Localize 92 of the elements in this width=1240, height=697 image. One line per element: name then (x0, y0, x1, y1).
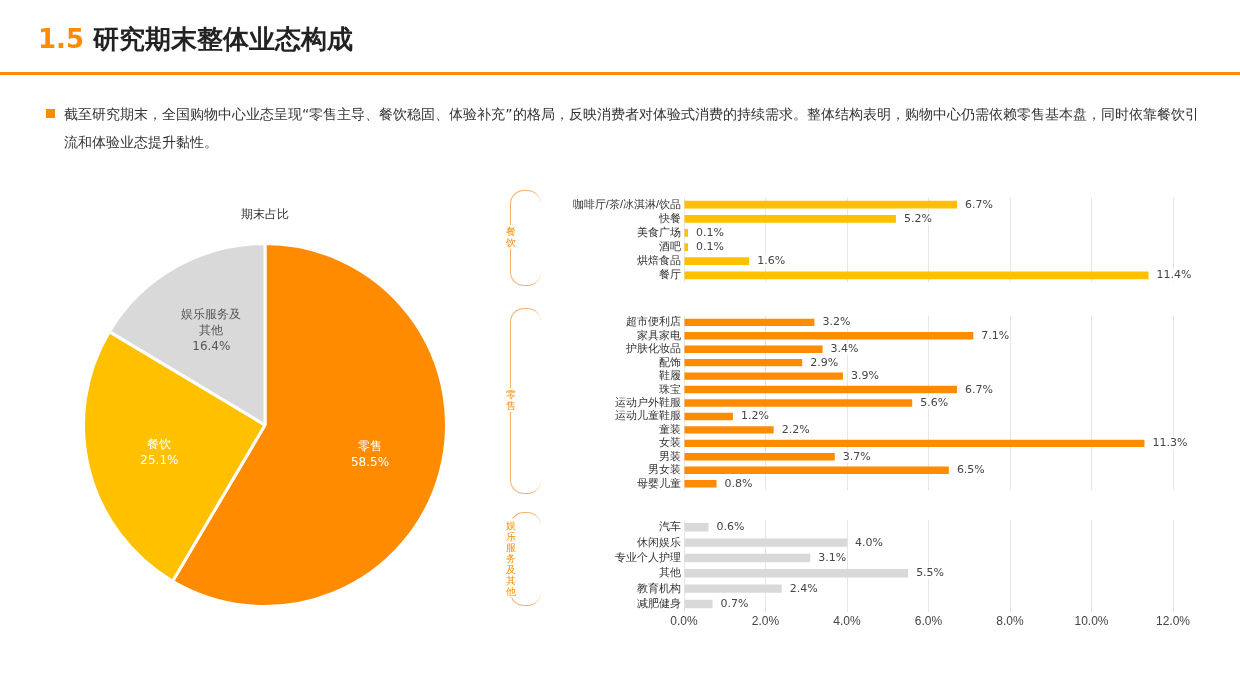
x-tick-label: 2.0% (751, 614, 780, 629)
data-label: 1.2% (739, 409, 770, 423)
data-label: 3.9% (849, 369, 880, 383)
data-label: 5.5% (915, 566, 946, 580)
data-label: 7.1% (980, 328, 1011, 342)
bar (684, 439, 1145, 448)
data-label: 0.7% (719, 596, 750, 610)
slice-label: 零售 (357, 437, 383, 454)
bar (684, 453, 835, 461)
data-label: 16.4% (191, 338, 232, 355)
bar (684, 257, 750, 266)
slice-label: 餐饮 (146, 435, 173, 452)
bar (684, 599, 713, 609)
data-label: 3.1% (817, 550, 848, 564)
data-label: 6.7% (964, 197, 994, 211)
y-tick-label: 男女装 (648, 463, 681, 476)
bar (684, 399, 913, 407)
y-axis-title: 零售 (504, 388, 518, 412)
x-tick-label: 10.0% (1074, 614, 1109, 629)
y-tick-label: 其他 (659, 566, 681, 579)
y-tick-label: 减肥健身 (637, 596, 681, 609)
data-label: 5.6% (919, 396, 950, 409)
y-tick-label: 运动儿童鞋服 (615, 409, 681, 422)
y-tick-label: 汽车 (659, 520, 681, 533)
data-label: 3.4% (829, 342, 860, 356)
bar (684, 426, 774, 434)
bar (684, 538, 847, 547)
bar (684, 412, 733, 421)
y-tick-label: 休闲娱乐 (637, 535, 681, 548)
data-label: 2.2% (780, 422, 811, 436)
y-tick-label: 超市便利店 (626, 315, 681, 328)
x-tick-label: 0.0% (670, 614, 698, 629)
x-tick-label: 12.0% (1155, 614, 1191, 629)
text: 截至研究期末，全国购物中心业态呈现“零售主导、餐饮稳固、体验补充”的格局，反映消费者对体验式消费的持续需求。整体结构表明，购物中心仍需依赖零售基本盘，同时依靠餐饮引流和体验业态提升黏性。 (63, 105, 1200, 152)
bar (684, 523, 709, 532)
data-label: 0.6% (715, 520, 746, 534)
y-tick-label: 家具家电 (637, 328, 681, 341)
data-label: 11.3% (1151, 436, 1189, 450)
y-tick-label: 美食广场 (637, 225, 681, 238)
y-tick-label: 咖啡厅/茶/冰淇淋/饮品 (572, 197, 681, 210)
text: 1.5 研究期末整体业态构成 (38, 23, 354, 56)
bar (684, 553, 811, 563)
bar (684, 271, 1149, 280)
bar (684, 358, 803, 367)
data-label: 25.1% (139, 451, 180, 468)
data-label: 2.4% (788, 581, 819, 595)
y-tick-label: 专业个人护理 (615, 550, 681, 563)
x-tick-label: 6.0% (914, 614, 943, 629)
bar (684, 569, 909, 578)
data-label: 0.8% (723, 476, 754, 490)
y-tick-label: 男装 (659, 449, 681, 462)
data-label: 0.1% (695, 225, 726, 239)
bar (684, 385, 958, 394)
data-label: 3.7% (841, 449, 872, 463)
bar (684, 214, 896, 223)
bar (684, 372, 843, 380)
y-tick-label: 女装 (659, 436, 681, 449)
data-label: 5.2% (902, 211, 933, 225)
y-tick-label: 童装 (659, 422, 681, 435)
y-tick-label: 快餐 (658, 211, 681, 224)
y-tick-label: 餐厅 (659, 268, 681, 281)
data-label: 58.5% (349, 453, 391, 470)
y-tick-label: 烘焙食品 (637, 254, 681, 267)
bar (684, 466, 949, 474)
y-axis-title: 娱乐服务及其他 (504, 518, 518, 598)
bar (684, 584, 782, 593)
bar (684, 479, 717, 488)
bar (684, 318, 815, 327)
data-label: 0.1% (695, 240, 726, 254)
chart-title: 期末占比 (241, 206, 289, 223)
y-axis-title: 餐饮 (504, 225, 518, 249)
bar (684, 345, 823, 353)
y-tick-label: 母婴儿童 (637, 476, 681, 489)
data-label: 4.0% (854, 535, 884, 549)
data-label: 6.7% (964, 382, 994, 396)
bar (684, 332, 974, 340)
y-tick-label: 酒吧 (659, 240, 681, 253)
data-label: 1.6% (756, 254, 787, 268)
y-tick-label: 鞋履 (659, 369, 681, 382)
y-tick-label: 配饰 (659, 355, 681, 368)
y-tick-label: 教育机构 (637, 581, 681, 594)
data-label: 2.9% (809, 355, 840, 369)
data-label: 3.2% (821, 315, 852, 329)
x-tick-label: 8.0% (996, 614, 1024, 629)
data-label: 11.4% (1155, 268, 1193, 282)
y-tick-label: 运动户外鞋服 (615, 396, 681, 409)
y-tick-label: 护肤化妆品 (625, 342, 681, 355)
data-label: 6.5% (955, 463, 986, 477)
x-tick-label: 4.0% (833, 614, 861, 629)
bar (684, 200, 958, 209)
y-tick-label: 珠宝 (659, 382, 681, 395)
slice-label: 娱乐服务及其他 (180, 306, 243, 339)
